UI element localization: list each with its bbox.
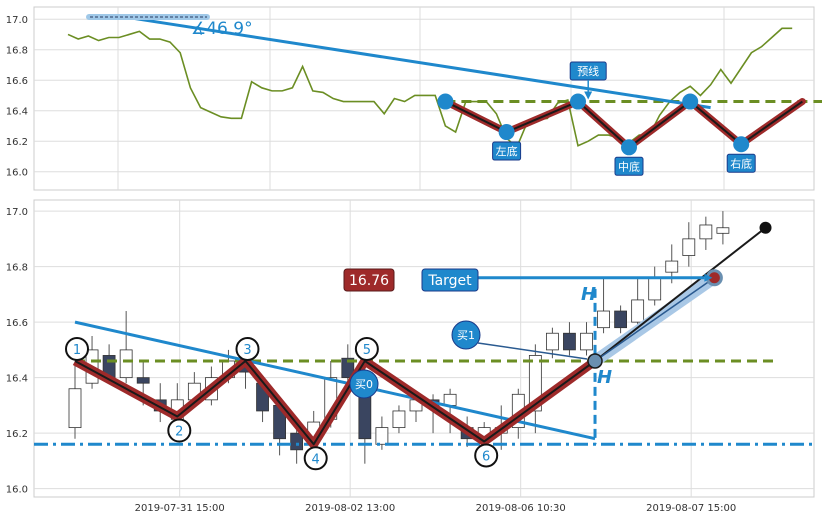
top-y-tick-label: 16.0	[6, 168, 28, 179]
top-pattern-label-box	[614, 156, 644, 176]
buy1-pointer	[477, 342, 588, 360]
candle-body	[290, 432, 304, 451]
price-label: 16.76	[349, 273, 389, 289]
numbered-point-label: 1	[73, 343, 81, 358]
target-label: Target	[427, 273, 472, 289]
bottom-plot-area	[33, 199, 815, 498]
candle-body	[392, 410, 406, 429]
upper-trend-line	[594, 226, 767, 362]
top-pattern-point	[570, 93, 586, 110]
numbered-point	[354, 336, 379, 361]
candle-body	[546, 332, 559, 351]
preview-label: 预线	[577, 64, 599, 78]
top-breakout-line	[740, 100, 803, 146]
numbered-point	[65, 336, 89, 361]
top-y-tick-label: 16.6	[6, 76, 28, 87]
top-y-tick-label: 16.4	[6, 107, 28, 118]
numbered-point-label: 2	[175, 425, 183, 440]
candle-body	[699, 224, 713, 240]
top-pattern-point	[733, 136, 750, 153]
bottom-y-tick-label: 16.0	[6, 485, 28, 496]
top-pattern-label: 右底	[730, 156, 752, 170]
candle-body	[119, 349, 133, 379]
top-pattern-label-box	[726, 153, 756, 173]
bottom-panel: 16.0 16.2 16.4 16.6 16.8 17.0 2019-07-31 15:00…	[6, 199, 815, 514]
top-y-tick-label: 16.2	[6, 137, 28, 148]
numbered-point	[474, 443, 499, 468]
candle-body	[665, 260, 679, 273]
buy1-marker	[451, 320, 481, 350]
target-label-box	[421, 268, 479, 292]
x-tick-label: 2019-08-02 13:00	[305, 503, 395, 514]
top-pattern-label: 左底	[496, 144, 518, 158]
bottom-y-tick-label: 16.6	[6, 318, 28, 329]
top-pattern-line	[444, 100, 742, 149]
buy0-label: 买0	[355, 378, 373, 391]
top-y-tick-label: 17.0	[6, 15, 28, 26]
numbered-point-label: 4	[312, 452, 320, 467]
candle-body	[341, 357, 355, 379]
target-projection-line	[594, 277, 715, 362]
angle-label: ∡46.9°	[191, 19, 253, 39]
bottom-y-tick-label: 16.2	[6, 429, 28, 440]
candle-body	[614, 310, 627, 329]
numbered-point-label: 6	[482, 449, 490, 464]
top-pattern-point	[498, 124, 515, 141]
candle-body	[631, 299, 645, 323]
height-label-top: H	[581, 284, 596, 305]
top-pattern-point	[437, 93, 454, 110]
bottom-y-tick-label: 16.8	[6, 263, 28, 274]
candle-body	[136, 377, 150, 384]
buy1-label: 买1	[457, 329, 475, 342]
candle-body	[375, 427, 389, 445]
candle-body	[716, 227, 730, 234]
numbered-point	[235, 336, 260, 361]
candle-body	[682, 238, 696, 256]
numbered-point-label: 5	[363, 343, 371, 358]
candle-body	[563, 332, 576, 351]
x-tick-label: 2019-08-06 10:30	[476, 503, 566, 514]
top-pattern-label-box	[492, 141, 522, 161]
top-pattern-label: 中底	[618, 159, 640, 173]
x-tick-label: 2019-08-07 15:00	[646, 503, 736, 514]
x-tick-label: 2019-07-31 15:00	[135, 503, 225, 514]
top-pattern-point	[621, 139, 637, 156]
price-label-box	[343, 268, 395, 292]
top-trendline	[128, 16, 711, 110]
height-label-bottom: H	[597, 367, 612, 388]
bottom-y-tick-label: 16.4	[6, 374, 28, 385]
top-y-tick-label: 16.8	[6, 46, 28, 57]
candle-body	[597, 310, 610, 329]
bottom-pattern-line	[74, 359, 596, 446]
bottom-y-tick-label: 17.0	[6, 207, 28, 218]
preview-arrow-head	[584, 91, 593, 100]
numbered-point-label: 3	[243, 343, 251, 358]
candle-body	[68, 388, 82, 429]
numbered-point	[303, 446, 328, 471]
breakout-point	[587, 353, 603, 369]
candle-body	[580, 332, 593, 351]
buy0-marker	[349, 369, 379, 399]
top-pattern-point	[682, 93, 699, 110]
target-arrow-head	[704, 273, 713, 282]
candle-body	[648, 277, 662, 301]
candle-body	[443, 393, 457, 406]
top-price-line	[67, 27, 793, 149]
numbered-point	[167, 418, 192, 443]
upper-trend-end-point	[759, 221, 772, 234]
